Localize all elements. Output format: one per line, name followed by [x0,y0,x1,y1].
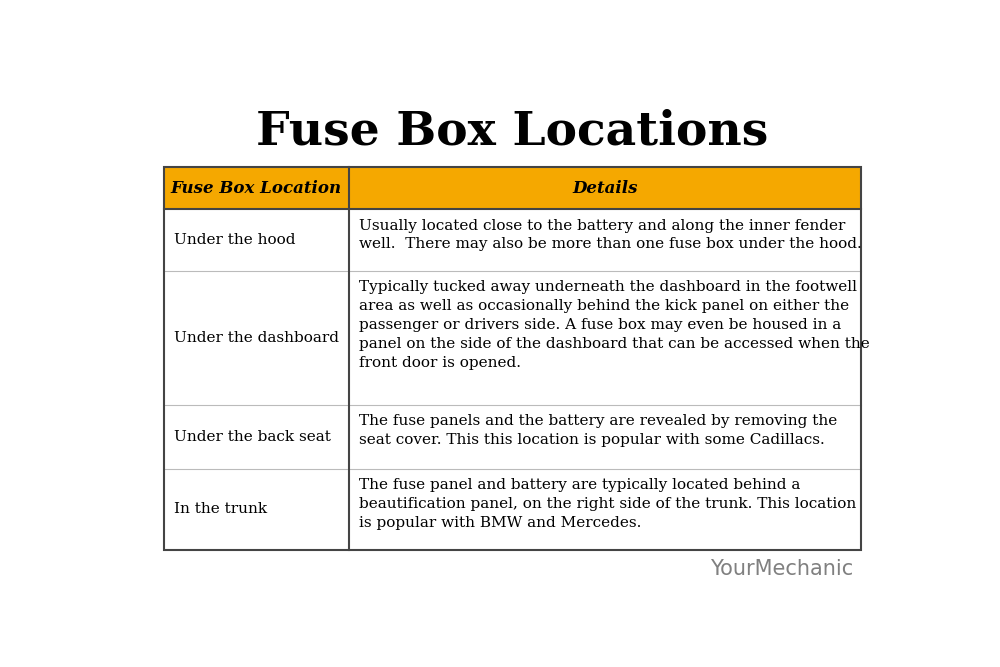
Text: Fuse Box Locations: Fuse Box Locations [256,108,769,154]
Bar [164,167,861,209]
Text: Details: Details [572,180,638,197]
Text: YourMechanic: YourMechanic [710,559,854,579]
Text: Under the back seat: Under the back seat [174,430,331,444]
Text: Fuse Box Location: Fuse Box Location [171,180,342,197]
Text: Under the hood: Under the hood [174,233,295,247]
Text: The fuse panel and battery are typically located behind a
beautification panel, : The fuse panel and battery are typically… [359,478,856,530]
Bar [164,167,861,550]
Text: Typically tucked away underneath the dashboard in the footwell
area as well as o: Typically tucked away underneath the das… [359,280,869,370]
Text: The fuse panels and the battery are revealed by removing the
seat cover. This th: The fuse panels and the battery are reve… [359,414,837,447]
Text: In the trunk: In the trunk [174,502,267,516]
Text: Under the dashboard: Under the dashboard [174,331,339,345]
Text: Usually located close to the battery and along the inner fender
well.  There may: Usually located close to the battery and… [359,219,861,251]
